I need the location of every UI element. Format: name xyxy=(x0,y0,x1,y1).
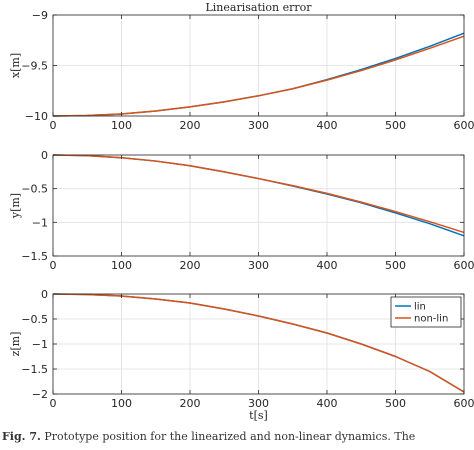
x-tick-label: 200 xyxy=(180,259,201,272)
x-tick-label: 500 xyxy=(385,119,406,132)
y-tick-label: −9.5 xyxy=(21,60,48,73)
x-tick-label: 100 xyxy=(111,397,132,410)
x-tick-label: 600 xyxy=(454,259,474,272)
x-tick-label: 400 xyxy=(317,259,338,272)
y-tick-label: −9 xyxy=(32,9,48,22)
y-tick-label: −1.5 xyxy=(21,363,48,376)
figure: 0 100 200 300 400 500 600−10−9.5−9Linearisatio… xyxy=(9,1,474,422)
x-tick-label: 0 xyxy=(50,397,57,410)
y-tick-label: −10 xyxy=(25,110,48,123)
x-tick-label: 200 xyxy=(180,119,201,132)
x-tick-label: 400 xyxy=(317,119,338,132)
subplot-1: 0 100 200 300 400 500 600 −10 −9.5 −9 Linearisatio… xyxy=(9,1,474,132)
y-axis-label: x[m] xyxy=(9,53,22,78)
x-tick-label: 400 xyxy=(317,397,338,410)
caption-text: Prototype position for the linearized an… xyxy=(44,430,416,443)
y-axis-label: z[m] xyxy=(9,332,22,357)
x-tick-label: 100 xyxy=(111,119,132,132)
x-tick-label: 600 xyxy=(454,397,474,410)
y-tick-label: −0.5 xyxy=(21,313,48,326)
x-tick-label: 300 xyxy=(248,259,269,272)
caption-label: Fig. 7. xyxy=(2,430,41,443)
y-tick-label: 0 xyxy=(41,149,48,162)
y-tick-label: −1 xyxy=(32,216,48,229)
x-tick-label: 0 xyxy=(50,119,57,132)
x-axis-label: t[s] xyxy=(249,409,268,422)
y-tick-label: −1 xyxy=(32,338,48,351)
figure-caption: Fig. 7. Prototype position for the linea… xyxy=(0,430,474,450)
x-tick-label: 0 xyxy=(50,259,57,272)
chart-title: Linearisation error xyxy=(205,1,312,14)
y-tick-label: −2 xyxy=(32,388,48,401)
legend-label-non-lin: non-lin xyxy=(414,314,448,325)
legend-box xyxy=(390,296,462,328)
x-tick-label: 500 xyxy=(385,259,406,272)
x-tick-label: 600 xyxy=(454,119,474,132)
y-tick-label: −0.5 xyxy=(21,183,48,196)
x-tick-label: 100 xyxy=(111,259,132,272)
legend-label-lin: lin xyxy=(414,302,426,313)
subplot-3: 0 100 200 300 400 500 600 −2 −1.5 −1 −0.5 0 z[m] t[s]… xyxy=(9,288,474,422)
x-tick-label: 300 xyxy=(248,397,269,410)
y-tick-label: 0 xyxy=(41,288,48,301)
subplot-2: 0 100 200 300 400 500 600 −1.5 −1 −0.5 0 y[m] xyxy=(9,149,474,272)
x-tick-label: 500 xyxy=(385,397,406,410)
y-axis-label: y[m] xyxy=(9,193,22,219)
x-tick-label: 200 xyxy=(180,397,201,410)
x-tick-label: 300 xyxy=(248,119,269,132)
y-tick-label: −1.5 xyxy=(21,250,48,263)
